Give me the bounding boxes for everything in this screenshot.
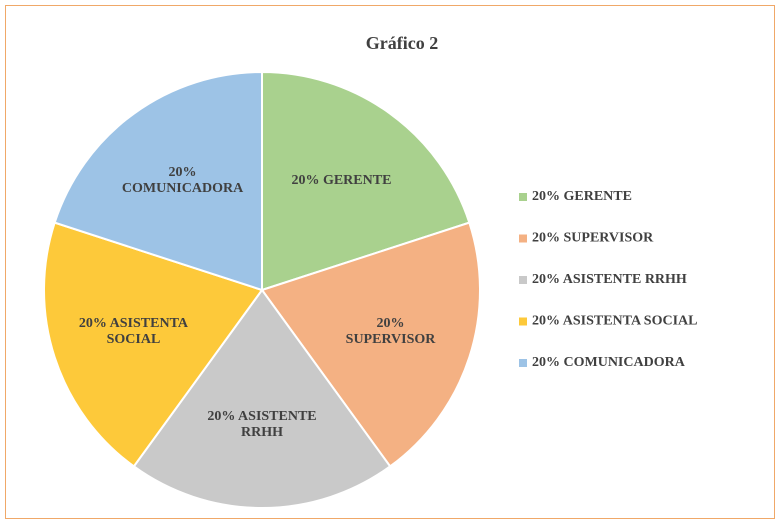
legend-swatch xyxy=(519,317,527,326)
slice-label: 20% GERENTE xyxy=(291,172,392,188)
pie-slice xyxy=(53,70,263,292)
pie-slice xyxy=(43,221,264,468)
legend-swatch xyxy=(519,276,527,284)
chart-title: Gráfico 2 xyxy=(366,33,438,53)
slice-label: 20% COMUNICADORA xyxy=(121,164,244,196)
legend-label: 20% ASISTENTE RRHH xyxy=(532,272,687,287)
legend-swatch xyxy=(519,359,527,367)
legend-swatch xyxy=(519,234,527,243)
legend-swatch xyxy=(519,193,527,201)
pie-slice xyxy=(132,288,392,509)
pie-slice xyxy=(260,221,481,468)
legend-label: 20% COMUNICADORA xyxy=(532,355,686,370)
slice-label: 20% ASISTENTE RRHH xyxy=(207,409,317,441)
legend-label: 20% GERENTE xyxy=(532,189,632,204)
pie-slice xyxy=(261,70,471,292)
slice-label: 20% ASISTENTA SOCIAL xyxy=(78,315,188,347)
legend-label: 20% SUPERVISOR xyxy=(532,231,654,246)
slice-label: 20% SUPERVISOR xyxy=(345,315,436,347)
legend-label: 20% ASISTENTA SOCIAL xyxy=(532,314,697,329)
